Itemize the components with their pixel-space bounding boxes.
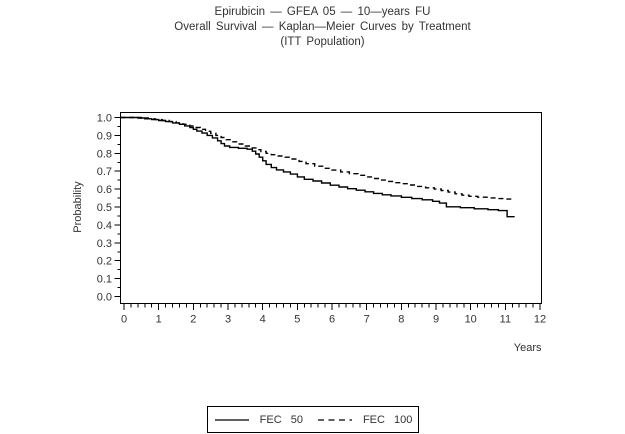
km-plot-svg: 0.00.10.20.30.40.50.60.70.80.91.00 1 2 3 4 5 6… bbox=[72, 112, 546, 354]
legend-item-fec-100: FEC 100 bbox=[317, 414, 412, 426]
y-tick-label: 0.5 bbox=[97, 202, 112, 214]
legend-label: FEC 50 bbox=[259, 413, 303, 426]
x-tick-label: 12 bbox=[534, 314, 546, 326]
chart-title-line3: (ITT Population) bbox=[280, 36, 365, 48]
y-tick-label: 0.6 bbox=[97, 184, 112, 196]
y-tick-label: 0.2 bbox=[97, 256, 112, 268]
km-curve-fec-50 bbox=[120, 116, 515, 218]
y-tick-label: 0.0 bbox=[97, 292, 112, 304]
x-tick-label: 7 bbox=[364, 314, 370, 326]
chart-title-block: Epirubicin — GFEA 05 — 10—years FU Overa… bbox=[10, 5, 625, 50]
x-axis-label: Years bbox=[514, 342, 542, 354]
chart-title-line2: Overall Survival — Kaplan—Meier Curves b… bbox=[174, 21, 471, 33]
y-tick-label: 0.7 bbox=[97, 166, 112, 178]
x-tick-label: 8 bbox=[398, 314, 404, 326]
x-tick-label: 0 bbox=[121, 314, 127, 326]
y-tick-label: 1.0 bbox=[97, 113, 112, 125]
km-curve-fec-100 bbox=[120, 116, 512, 200]
y-tick-label: 0.8 bbox=[97, 148, 112, 160]
plot-frame bbox=[120, 112, 542, 304]
chart-title-line1: Epirubicin — GFEA 05 — 10—years FU bbox=[214, 6, 431, 18]
y-tick-label: 0.1 bbox=[97, 274, 112, 286]
x-tick-label: 6 bbox=[329, 314, 335, 326]
x-tick-label: 11 bbox=[500, 314, 511, 326]
y-axis-label: Probability bbox=[72, 181, 84, 233]
y-tick-label: 0.3 bbox=[97, 238, 112, 250]
x-tick-label: 3 bbox=[225, 314, 231, 326]
legend-box: FEC 50 FEC 100 bbox=[207, 406, 419, 433]
legend-item-fec-50: FEC 50 bbox=[214, 414, 303, 426]
legend-line-dashed-icon bbox=[317, 418, 352, 421]
legend-label: FEC 100 bbox=[362, 413, 413, 426]
y-tick-label: 0.9 bbox=[97, 130, 112, 142]
x-tick-label: 2 bbox=[190, 314, 196, 326]
y-tick-label: 0.4 bbox=[97, 220, 112, 232]
x-tick-label: 10 bbox=[465, 314, 477, 326]
x-tick-label: 9 bbox=[433, 314, 439, 326]
x-tick-label: 4 bbox=[260, 314, 266, 326]
x-tick-label: 1 bbox=[156, 314, 162, 326]
legend-line-solid-icon bbox=[214, 418, 249, 421]
x-tick-label: 5 bbox=[294, 314, 300, 326]
